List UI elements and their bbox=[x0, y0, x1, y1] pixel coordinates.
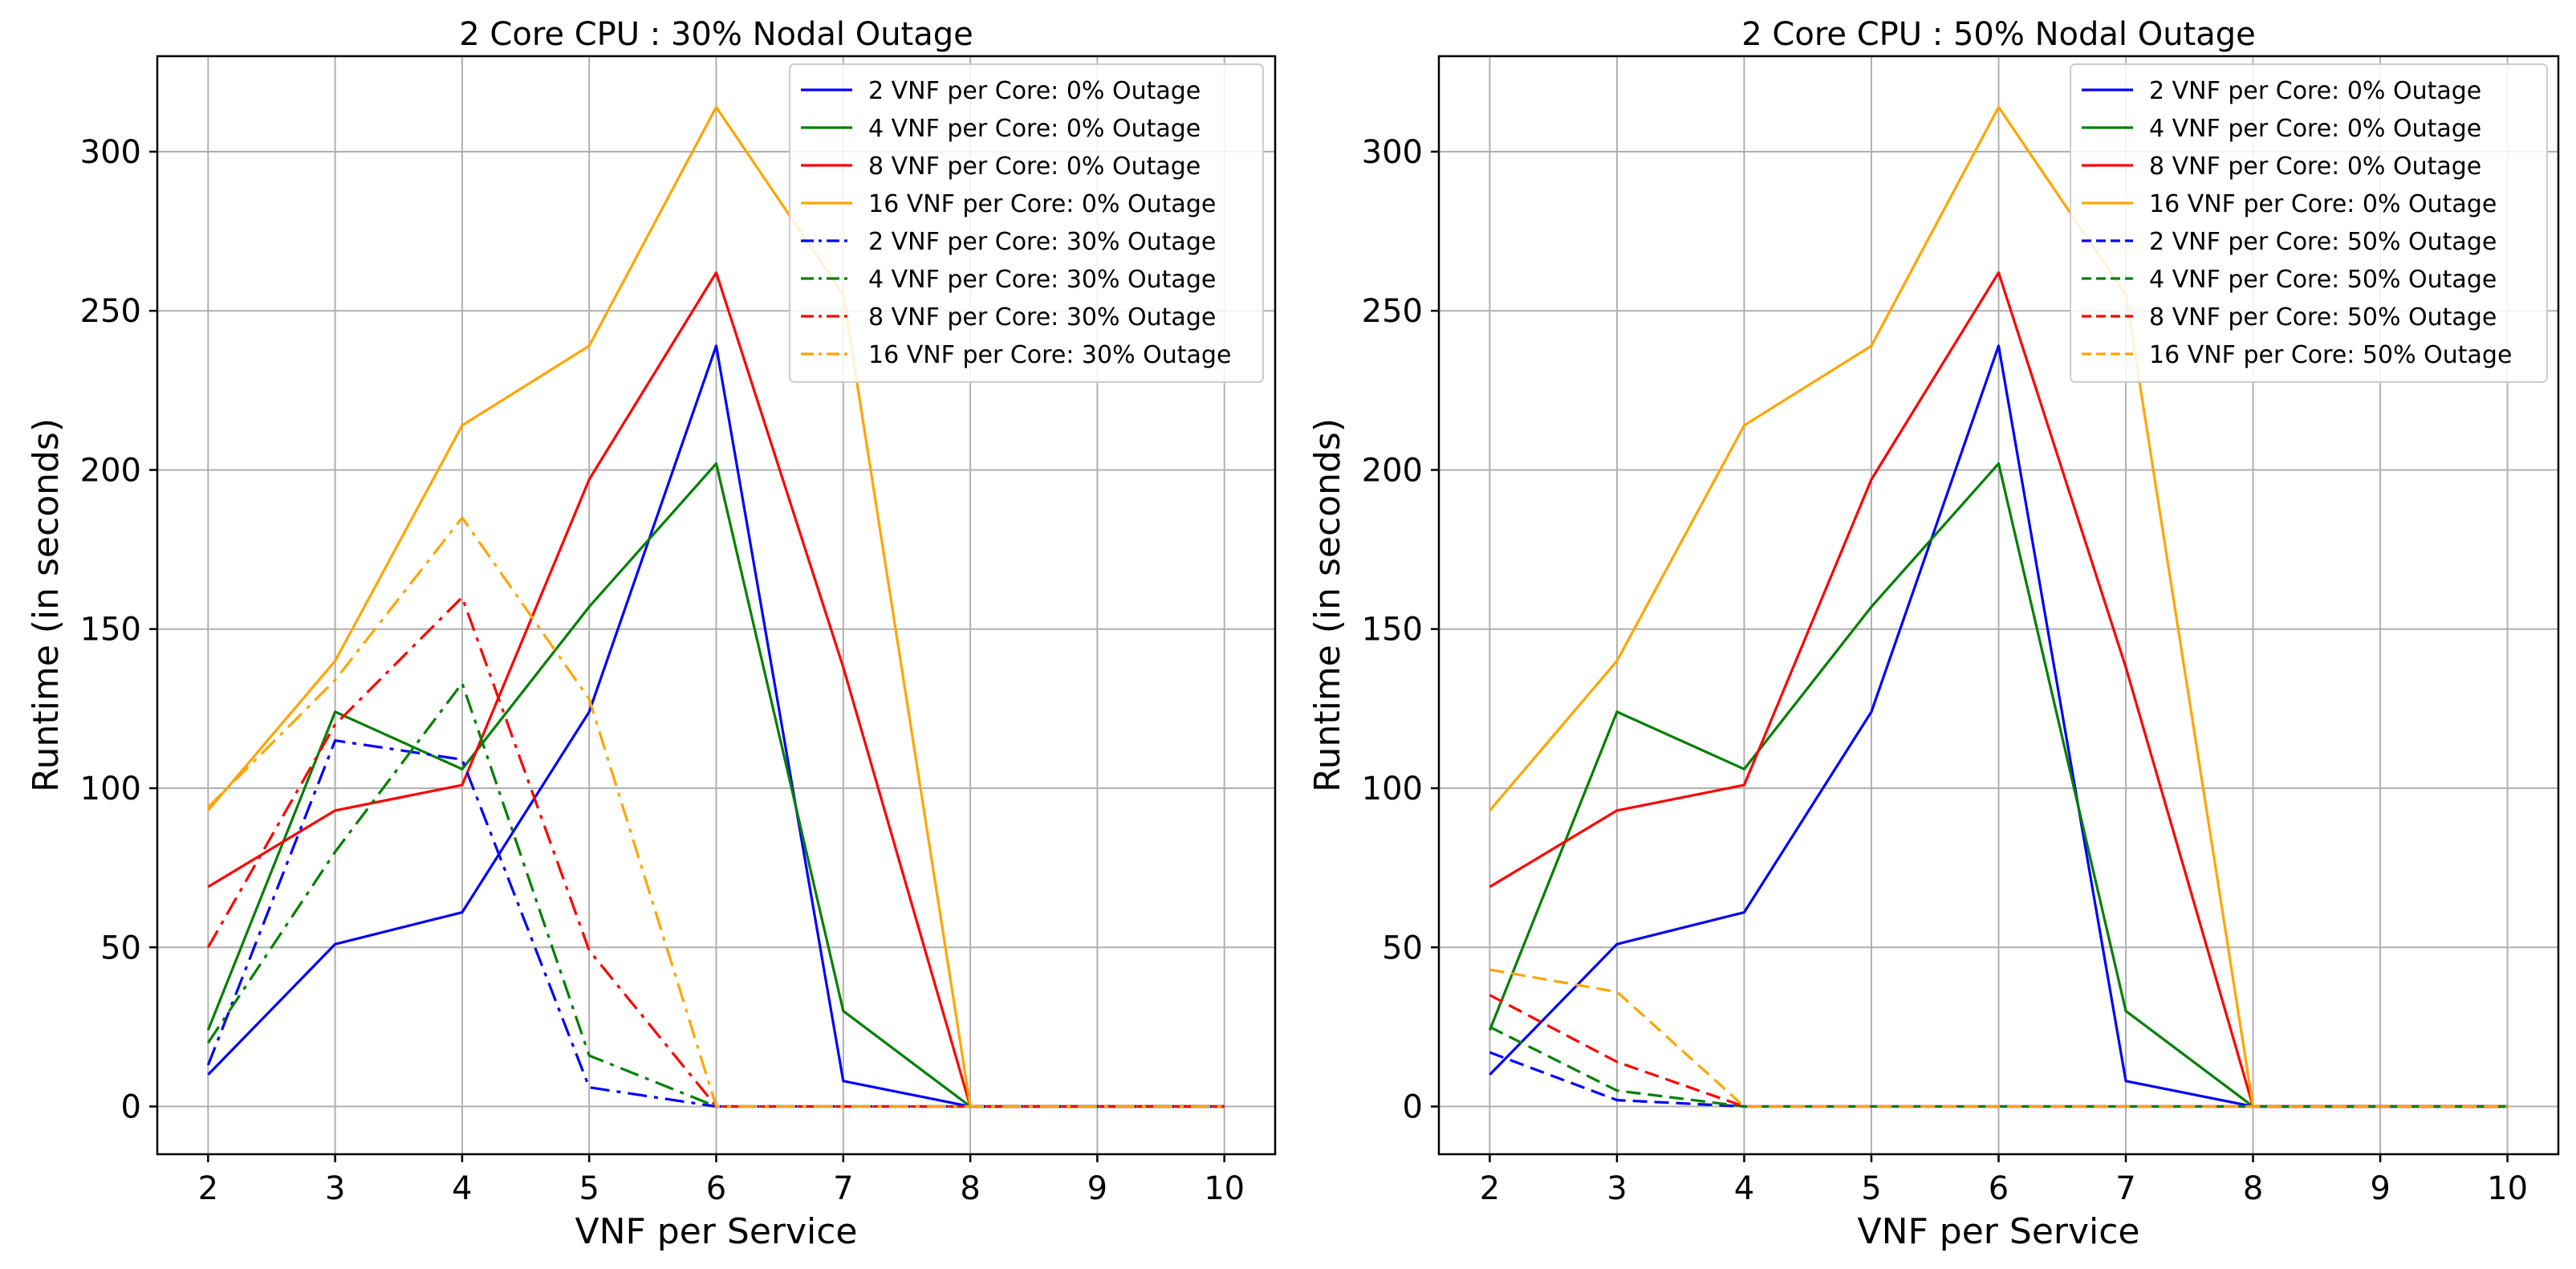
legend-box bbox=[2070, 63, 2548, 383]
y-tick-label: 150 bbox=[80, 612, 141, 649]
legend-label: 4 VNF per Core: 50% Outage bbox=[2149, 266, 2497, 294]
y-tick-label: 200 bbox=[1362, 452, 1423, 489]
chart-title: 2 Core CPU : 30% Nodal Outage bbox=[459, 16, 973, 53]
legend-label: 4 VNF per Core: 0% Outage bbox=[868, 115, 1201, 143]
legend-label: 16 VNF per Core: 0% Outage bbox=[868, 190, 1216, 218]
x-tick-label: 3 bbox=[325, 1170, 345, 1207]
legend-label: 16 VNF per Core: 50% Outage bbox=[2149, 341, 2512, 369]
chart-title: 2 Core CPU : 50% Nodal Outage bbox=[1741, 16, 2255, 53]
x-tick-label: 8 bbox=[2243, 1170, 2263, 1207]
x-tick-label: 4 bbox=[452, 1170, 472, 1207]
legend-label: 8 VNF per Core: 0% Outage bbox=[868, 153, 1201, 181]
legend-label: 2 VNF per Core: 0% Outage bbox=[868, 77, 1201, 105]
y-axis-label: Runtime (in seconds) bbox=[1307, 418, 1348, 792]
series-line-7 bbox=[206, 596, 1225, 1108]
x-tick-label: 10 bbox=[2487, 1170, 2528, 1207]
series-line-8 bbox=[1489, 968, 2508, 1108]
x-tick-label: 9 bbox=[2370, 1170, 2390, 1207]
y-axis-label: Runtime (in seconds) bbox=[26, 418, 67, 792]
x-tick-label: 4 bbox=[1734, 1170, 1754, 1207]
x-tick-label: 9 bbox=[1087, 1170, 1107, 1207]
legend: 2 VNF per Core: 0% Outage 4 VNF per Core:… bbox=[789, 63, 1264, 383]
x-tick-label: 8 bbox=[960, 1170, 980, 1207]
legend-label: 2 VNF per Core: 30% Outage bbox=[868, 228, 1216, 256]
y-tick-label: 0 bbox=[121, 1089, 141, 1126]
legend-label: 8 VNF per Core: 50% Outage bbox=[2149, 303, 2497, 331]
y-tick-label: 50 bbox=[100, 929, 141, 966]
x-tick-label: 6 bbox=[706, 1170, 726, 1207]
y-tick-label: 250 bbox=[80, 293, 141, 330]
y-tick-label: 100 bbox=[80, 771, 141, 807]
x-tick-label: 5 bbox=[579, 1170, 599, 1207]
y-tick-label: 150 bbox=[1362, 612, 1423, 649]
x-tick-label: 2 bbox=[198, 1170, 218, 1207]
x-tick-label: 6 bbox=[1989, 1170, 2009, 1207]
x-tick-label: 10 bbox=[1204, 1170, 1245, 1207]
legend-label: 16 VNF per Core: 30% Outage bbox=[868, 341, 1231, 369]
legend-label: 2 VNF per Core: 50% Outage bbox=[2149, 228, 2497, 256]
x-axis-label: VNF per Service bbox=[1858, 1211, 2140, 1252]
y-tick-label: 50 bbox=[1382, 929, 1423, 966]
y-tick-label: 0 bbox=[1403, 1089, 1423, 1126]
x-tick-label: 7 bbox=[2115, 1170, 2135, 1207]
x-axis-label: VNF per Service bbox=[575, 1211, 858, 1252]
legend-box bbox=[789, 63, 1264, 383]
x-tick-label: 2 bbox=[1480, 1170, 1500, 1207]
y-tick-label: 200 bbox=[80, 452, 141, 489]
series-line-8 bbox=[207, 516, 1225, 1108]
legend-label: 8 VNF per Core: 0% Outage bbox=[2149, 153, 2481, 181]
x-tick-label: 7 bbox=[833, 1170, 853, 1207]
legend-label: 4 VNF per Core: 0% Outage bbox=[2149, 115, 2481, 143]
legend-label: 8 VNF per Core: 30% Outage bbox=[868, 303, 1216, 331]
x-tick-label: 3 bbox=[1607, 1170, 1627, 1207]
legend-label: 16 VNF per Core: 0% Outage bbox=[2149, 190, 2497, 218]
legend-label: 2 VNF per Core: 0% Outage bbox=[2149, 77, 2481, 105]
y-tick-label: 100 bbox=[1362, 771, 1423, 807]
y-tick-label: 250 bbox=[1362, 293, 1423, 330]
y-tick-label: 300 bbox=[80, 134, 141, 171]
legend: 2 VNF per Core: 0% Outage 4 VNF per Core:… bbox=[2070, 63, 2548, 383]
legend-label: 4 VNF per Core: 30% Outage bbox=[868, 266, 1216, 294]
x-tick-label: 5 bbox=[1861, 1170, 1881, 1207]
y-tick-label: 300 bbox=[1362, 134, 1423, 171]
